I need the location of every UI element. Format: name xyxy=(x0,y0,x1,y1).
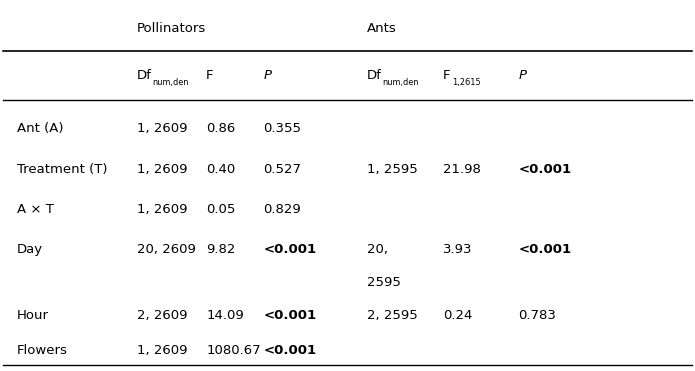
Text: Df: Df xyxy=(137,69,152,82)
Text: 9.82: 9.82 xyxy=(206,243,236,256)
Text: Df: Df xyxy=(367,69,382,82)
Text: 20,: 20, xyxy=(367,243,388,256)
Text: 14.09: 14.09 xyxy=(206,309,244,322)
Text: 1080.67: 1080.67 xyxy=(206,344,261,357)
Text: 1, 2609: 1, 2609 xyxy=(137,203,188,216)
Text: 0.829: 0.829 xyxy=(263,203,301,216)
Text: 3.93: 3.93 xyxy=(443,243,472,256)
Text: 2595: 2595 xyxy=(367,276,401,289)
Text: <0.001: <0.001 xyxy=(263,309,316,322)
Text: Ant (A): Ant (A) xyxy=(17,122,63,135)
Text: 0.05: 0.05 xyxy=(206,203,236,216)
Text: 0.40: 0.40 xyxy=(206,162,236,175)
Text: 0.355: 0.355 xyxy=(263,122,302,135)
Text: num,den: num,den xyxy=(382,78,418,87)
Text: <0.001: <0.001 xyxy=(263,344,316,357)
Text: 1, 2609: 1, 2609 xyxy=(137,162,188,175)
Text: 1, 2609: 1, 2609 xyxy=(137,122,188,135)
Text: 2, 2609: 2, 2609 xyxy=(137,309,188,322)
Text: Day: Day xyxy=(17,243,42,256)
Text: F: F xyxy=(206,69,213,82)
Text: P: P xyxy=(518,69,527,82)
Text: num,den: num,den xyxy=(152,78,189,87)
Text: Pollinators: Pollinators xyxy=(137,22,206,35)
Text: 0.527: 0.527 xyxy=(263,162,302,175)
Text: Hour: Hour xyxy=(17,309,49,322)
Text: 0.86: 0.86 xyxy=(206,122,236,135)
Text: <0.001: <0.001 xyxy=(518,243,571,256)
Text: 0.24: 0.24 xyxy=(443,309,472,322)
Text: P: P xyxy=(263,69,271,82)
Text: 20, 2609: 20, 2609 xyxy=(137,243,196,256)
Text: <0.001: <0.001 xyxy=(263,243,316,256)
Text: 21.98: 21.98 xyxy=(443,162,480,175)
Text: Treatment (T): Treatment (T) xyxy=(17,162,107,175)
Text: 2, 2595: 2, 2595 xyxy=(367,309,418,322)
Text: Ants: Ants xyxy=(367,22,397,35)
Text: F: F xyxy=(443,69,450,82)
Text: 1, 2609: 1, 2609 xyxy=(137,344,188,357)
Text: <0.001: <0.001 xyxy=(518,162,571,175)
Text: A × T: A × T xyxy=(17,203,54,216)
Text: Flowers: Flowers xyxy=(17,344,67,357)
Text: 1, 2595: 1, 2595 xyxy=(367,162,418,175)
Text: 0.783: 0.783 xyxy=(518,309,557,322)
Text: 1,2615: 1,2615 xyxy=(452,78,480,87)
